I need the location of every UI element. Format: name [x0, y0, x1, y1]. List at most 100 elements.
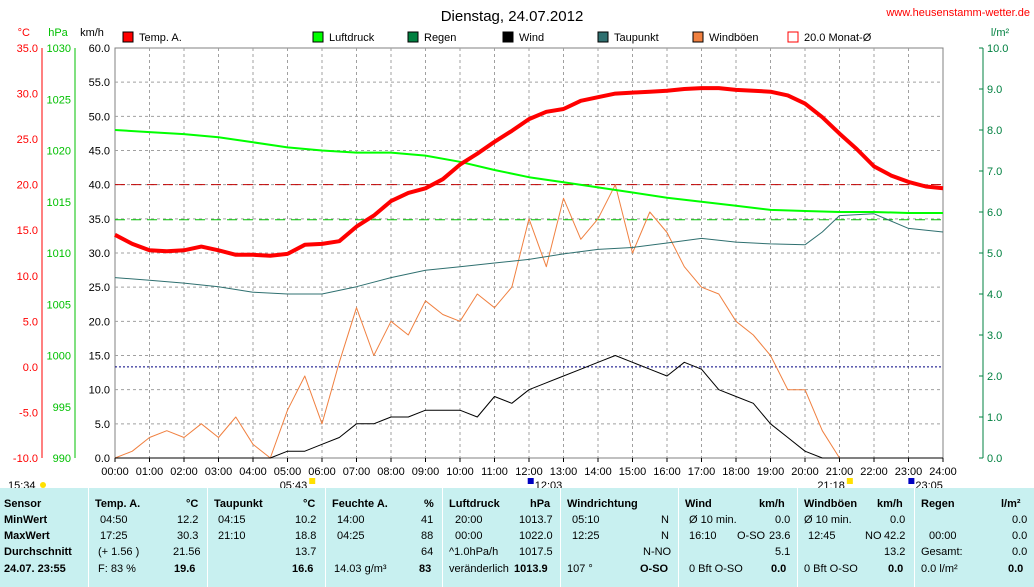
legend-label: 20.0 Monat-Ø [804, 32, 872, 44]
rain-axis-label: 10.0 [987, 43, 1008, 55]
rain-unit-label: l/m² [991, 27, 1010, 39]
series-luftdruck-line [114, 129, 943, 214]
temp-unit-label: °C [18, 27, 30, 39]
moon-marker-icon [908, 478, 915, 484]
label-max: MaxWert [4, 530, 50, 542]
legend-label: Temp. A. [139, 32, 182, 44]
series-windben-line [114, 184, 943, 459]
dir-now-deg: 107 ° [567, 563, 593, 575]
wind-axis-label: 60.0 [89, 43, 110, 55]
x-tick-label: 20:00 [791, 466, 819, 478]
rain-max-value: 0.0 [1012, 530, 1028, 542]
rain-axis-label: 0.0 [987, 453, 1002, 465]
legend-label: Regen [424, 32, 456, 44]
x-tick-label: 13:00 [550, 466, 578, 478]
x-tick-label: 23:00 [895, 466, 923, 478]
x-tick-label: 19:00 [757, 466, 785, 478]
wind-min-value: 0.0 [775, 514, 791, 526]
hum-min-time: 14:00 [337, 514, 365, 526]
stats-max-row: MaxWert 17:25 30.3 21:10 18.8 04:25 88 0… [0, 528, 1034, 544]
header-dew: Taupunkt [214, 498, 263, 510]
legend-swatch [122, 31, 134, 43]
legend-swatch [312, 31, 324, 43]
x-tick-label: 21:00 [826, 466, 854, 478]
press-trend: ^1.0hPa/h [449, 546, 499, 558]
weather-chart: Dienstag, 24.07.2012 www.heusenstamm-wet… [8, 7, 1030, 488]
pressure-axis-label: 1005 [47, 299, 71, 311]
rain-now-value: 0.0 [1008, 563, 1024, 575]
label-min: MinWert [4, 514, 48, 526]
rain-axis-label: 7.0 [987, 166, 1002, 178]
gust-now-bft: 0 Bft O-SO [804, 563, 858, 575]
pressure-axis-label: 1000 [47, 351, 71, 363]
legend-label: Wind [519, 32, 544, 44]
temp-axis-label: 15.0 [17, 225, 38, 237]
legend-label: Luftdruck [329, 32, 375, 44]
wind-min-label: Ø 10 min. [689, 514, 737, 526]
sun-icon [40, 482, 46, 488]
dew-max-time: 21:10 [218, 530, 246, 542]
x-tick-label: 08:00 [377, 466, 405, 478]
website-label[interactable]: www.heusenstamm-wetter.de [885, 7, 1030, 19]
wind-unit-label: km/h [80, 27, 104, 39]
gust-avg-value: 13.2 [884, 546, 906, 558]
gust-min-value: 0.0 [890, 514, 906, 526]
header-hum-unit: % [424, 498, 434, 510]
press-min-time: 20:00 [455, 514, 483, 526]
rain-axis-label: 4.0 [987, 289, 1002, 301]
temp-avg-value: 21.56 [173, 546, 201, 558]
sunrise-marker-icon [309, 478, 316, 484]
dir-max-time: 12:25 [572, 530, 600, 542]
wind-axis-label: 50.0 [89, 111, 110, 123]
pressure-axis-label: 1025 [47, 94, 71, 106]
header-dir: Windrichtung [567, 498, 638, 510]
wind-axis-label: 35.0 [89, 214, 110, 226]
left-time-label: 15:34 [8, 480, 36, 488]
wind-axis-label: 0.0 [95, 453, 110, 465]
stats-header-row: Sensor Temp. A. °C Taupunkt °C Feuchte A… [0, 496, 1034, 512]
header-temp: Temp. A. [95, 498, 141, 510]
dir-now-value: O-SO [640, 563, 669, 575]
x-tick-label: 11:00 [481, 466, 508, 478]
hum-now-abs: 14.03 g/m³ [334, 563, 387, 575]
rain-min-value: 0.0 [1012, 514, 1028, 526]
rain-axis-label: 1.0 [987, 412, 1002, 424]
temp-now-value: 19.6 [174, 563, 196, 575]
wind-max-time: 16:10 [689, 530, 717, 542]
pressure-axis-label: 1010 [47, 248, 71, 260]
legend-swatch [407, 31, 419, 43]
wind-axis-label: 55.0 [89, 77, 110, 89]
rain-axis-label: 2.0 [987, 371, 1002, 383]
pressure-axis-label: 995 [53, 402, 71, 414]
x-tick-label: 04:00 [239, 466, 267, 478]
temp-axis-label: 25.0 [17, 134, 38, 146]
temp-max-value: 30.3 [177, 530, 199, 542]
legend-label: Windböen [709, 32, 759, 44]
stats-now-row: 24.07. 23:55 F: 83 % 19.6 16.6 14.03 g/m… [0, 561, 1034, 577]
header-gust: Windböen [804, 498, 858, 510]
stats-table: Sensor Temp. A. °C Taupunkt °C Feuchte A… [0, 488, 1034, 587]
temp-now-humidity: F: 83 % [98, 563, 136, 575]
temp-axis-label: -5.0 [19, 407, 38, 419]
x-tick-label: 16:00 [653, 466, 681, 478]
temp-min-value: 12.2 [177, 514, 199, 526]
series-taupunkt-line [114, 213, 944, 295]
x-tick-label: 03:00 [205, 466, 233, 478]
x-tick-label: 05:00 [274, 466, 302, 478]
legend: Temp. A. Luftdruck Regen Wind Taupunkt Windbö… [122, 31, 872, 44]
press-max-time: 00:00 [455, 530, 483, 542]
hum-max-value: 88 [421, 530, 434, 542]
header-dew-unit: °C [303, 498, 316, 510]
sunrise-marker-label: 05:43 [280, 480, 308, 488]
gust-max-dir: NO [865, 530, 882, 542]
dew-now-value: 16.6 [292, 563, 314, 575]
wind-axis-label: 20.0 [89, 316, 110, 328]
noon-marker-icon [527, 478, 534, 484]
header-press-unit: hPa [530, 498, 551, 510]
temp-min-time: 04:50 [100, 514, 128, 526]
press-now-text: veränderlich [449, 563, 509, 575]
rain-axis-label: 3.0 [987, 330, 1002, 342]
wind-axis-label: 25.0 [89, 282, 110, 294]
label-now: 24.07. 23:55 [4, 563, 66, 575]
wind-avg-value: 5.1 [775, 546, 791, 558]
